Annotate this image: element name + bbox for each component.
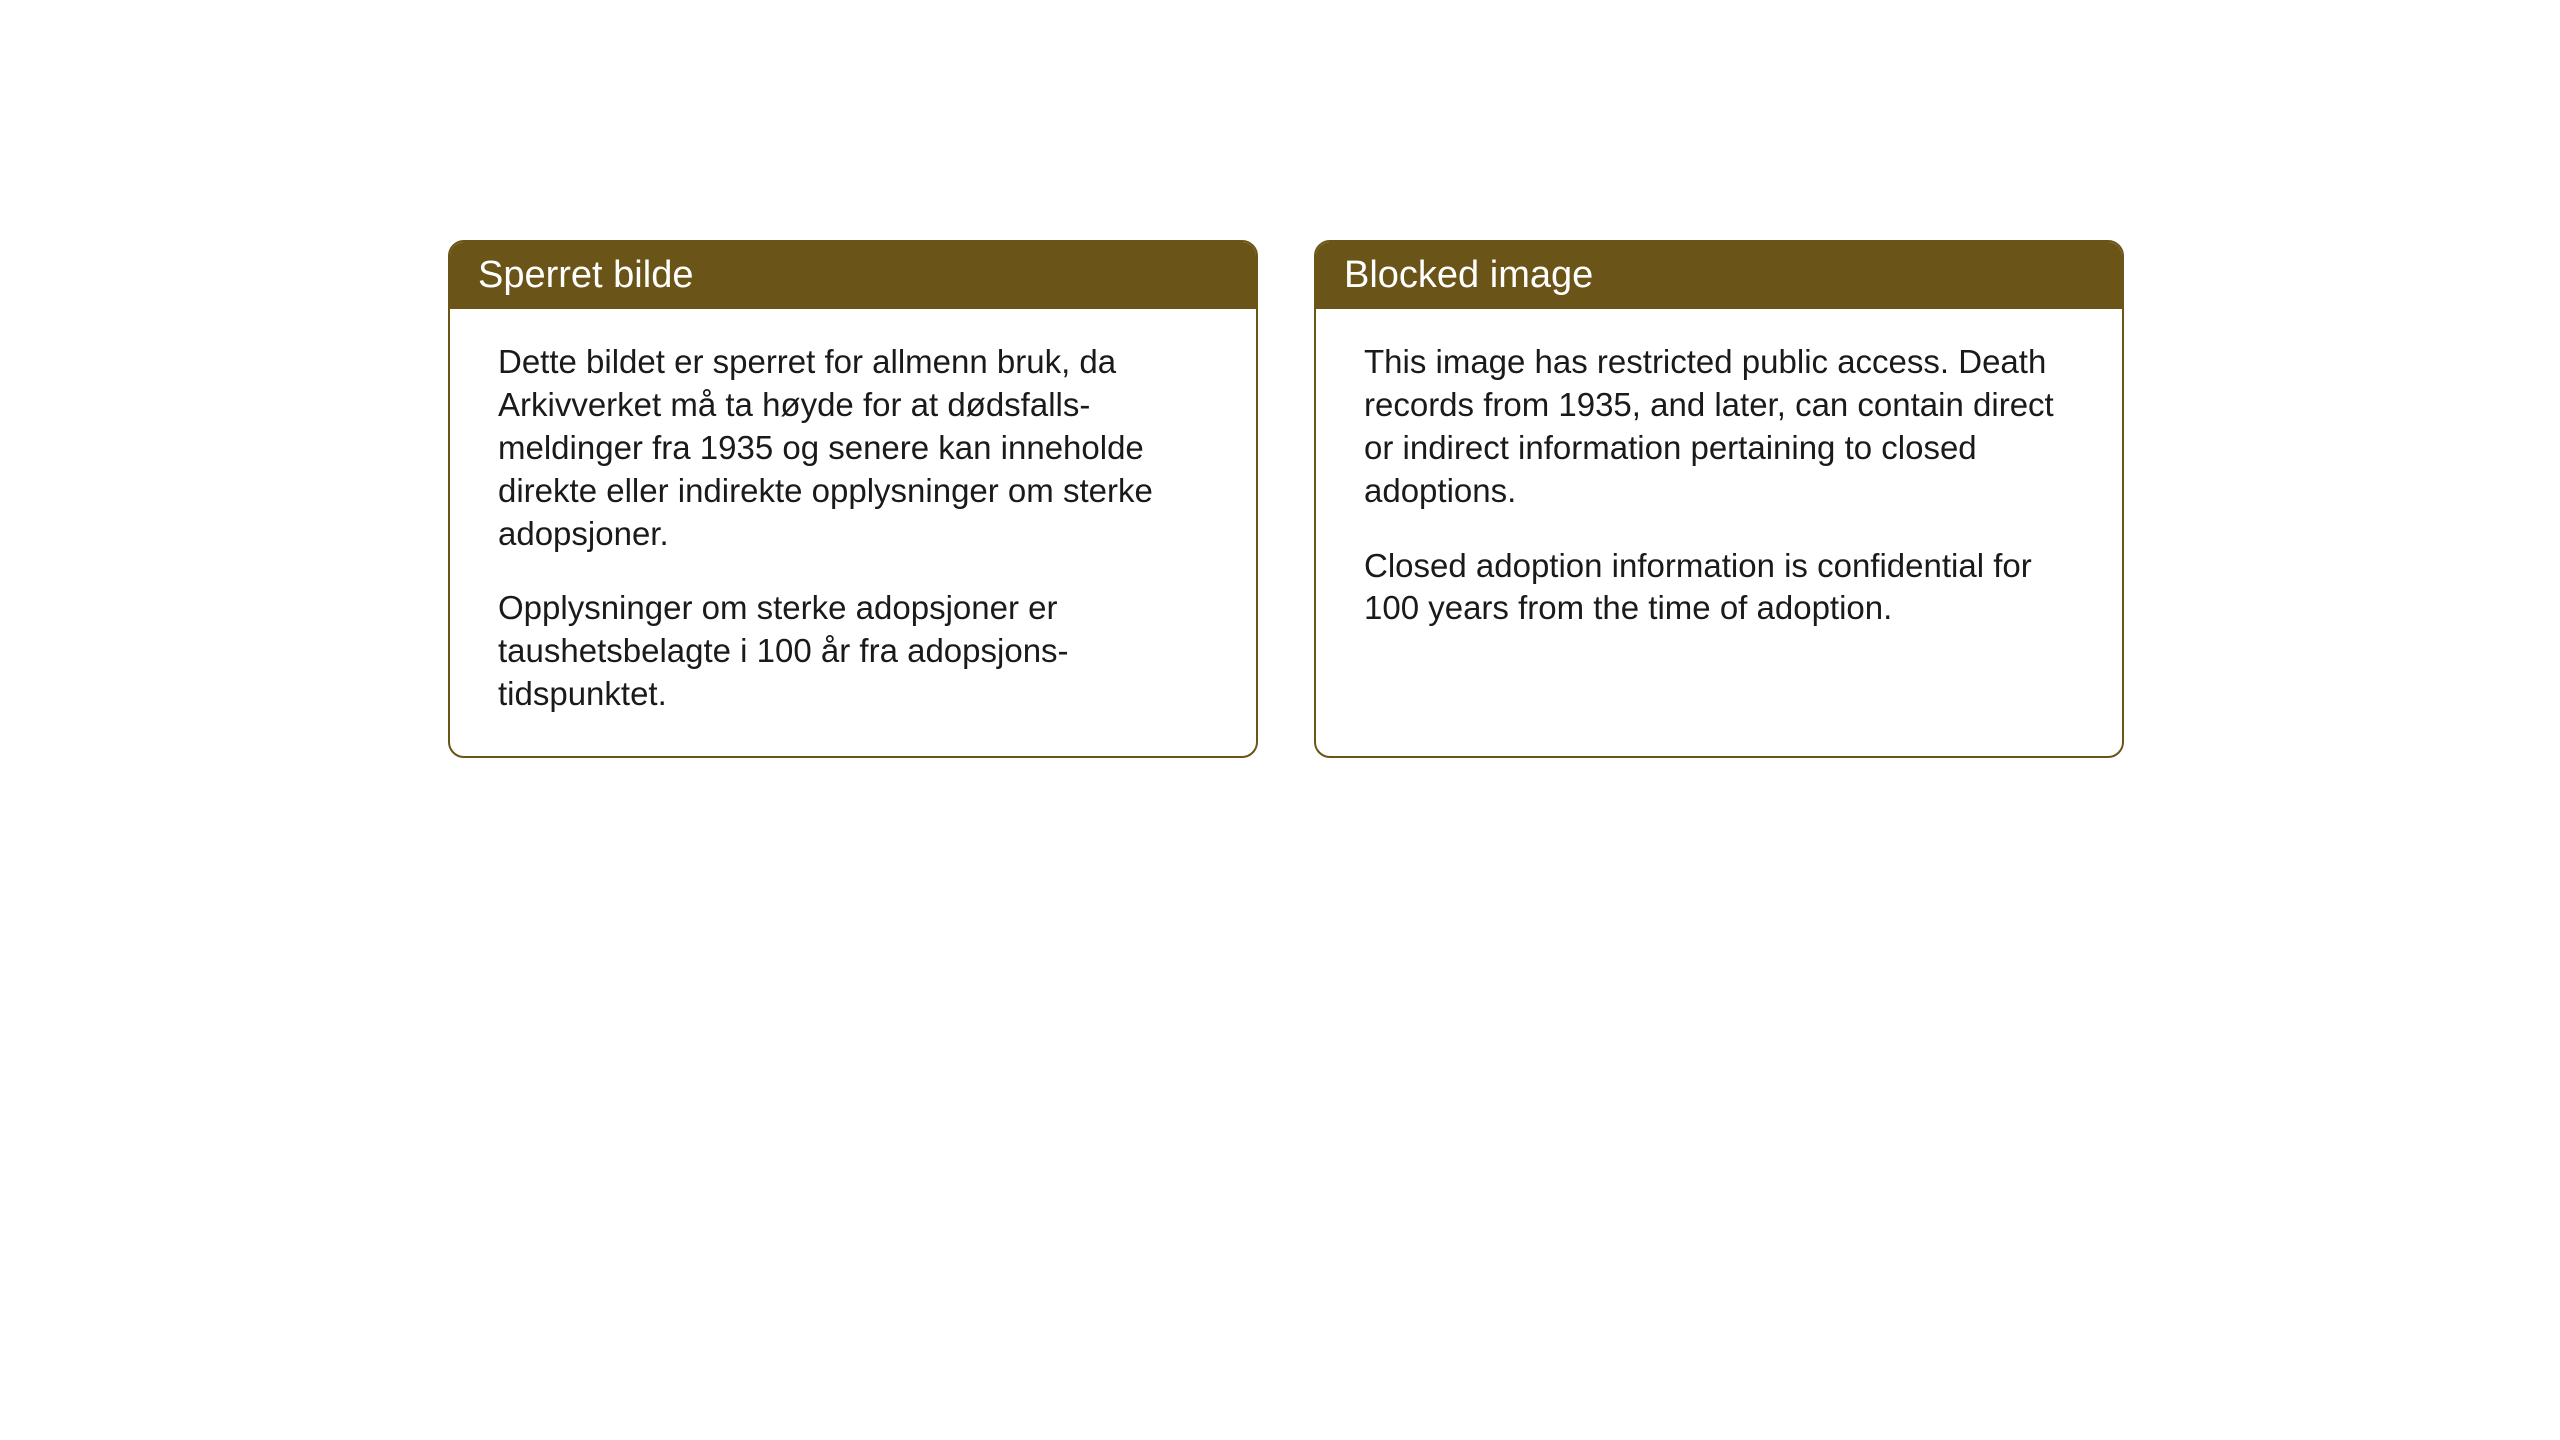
card-body: Dette bildet er sperret for allmenn bruk… bbox=[450, 309, 1256, 756]
card-title: Blocked image bbox=[1316, 242, 2122, 309]
notice-text-paragraph: Dette bildet er sperret for allmenn bruk… bbox=[498, 341, 1208, 555]
notice-text-paragraph: This image has restricted public access.… bbox=[1364, 341, 2074, 513]
notice-text-paragraph: Closed adoption information is confident… bbox=[1364, 545, 2074, 631]
notice-card-norwegian: Sperret bilde Dette bildet er sperret fo… bbox=[448, 240, 1258, 758]
card-title: Sperret bilde bbox=[450, 242, 1256, 309]
notice-card-english: Blocked image This image has restricted … bbox=[1314, 240, 2124, 758]
notice-text-paragraph: Opplysninger om sterke adopsjoner er tau… bbox=[498, 587, 1208, 716]
notice-container: Sperret bilde Dette bildet er sperret fo… bbox=[448, 240, 2124, 758]
card-body: This image has restricted public access.… bbox=[1316, 309, 2122, 722]
